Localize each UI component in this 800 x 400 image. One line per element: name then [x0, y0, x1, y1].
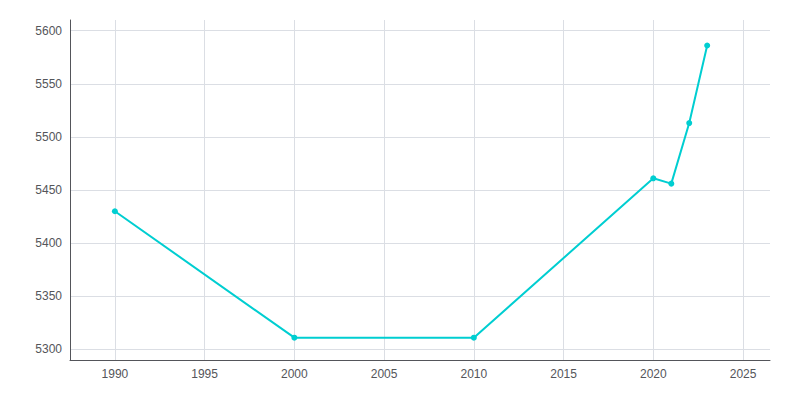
svg-text:5600: 5600: [35, 24, 62, 38]
svg-text:2025: 2025: [730, 367, 757, 381]
svg-text:1995: 1995: [191, 367, 218, 381]
svg-text:5300: 5300: [35, 342, 62, 356]
svg-text:2020: 2020: [640, 367, 667, 381]
svg-text:5450: 5450: [35, 183, 62, 197]
svg-text:5350: 5350: [35, 289, 62, 303]
svg-text:2000: 2000: [281, 367, 308, 381]
svg-text:2010: 2010: [460, 367, 487, 381]
svg-text:1990: 1990: [102, 367, 129, 381]
svg-text:5400: 5400: [35, 236, 62, 250]
svg-text:2005: 2005: [371, 367, 398, 381]
svg-text:5550: 5550: [35, 77, 62, 91]
svg-text:2015: 2015: [550, 367, 577, 381]
svg-text:5500: 5500: [35, 130, 62, 144]
